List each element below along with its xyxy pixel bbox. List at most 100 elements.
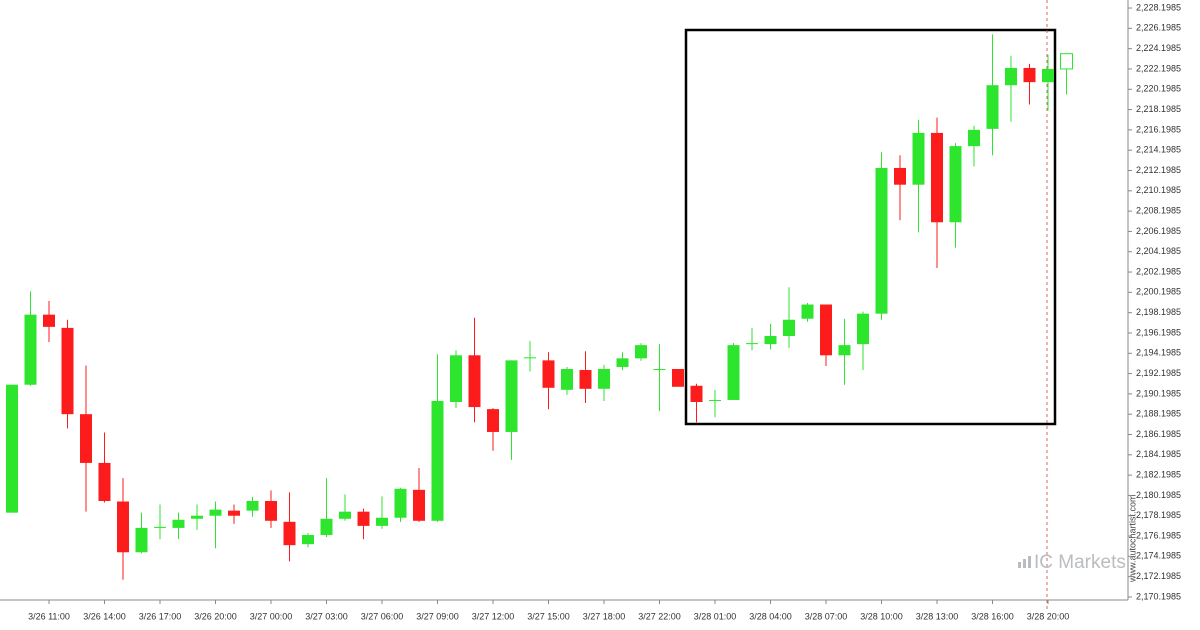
candle-body bbox=[949, 146, 962, 223]
candle-body bbox=[746, 343, 758, 345]
candle-body bbox=[1005, 67, 1017, 86]
y-tick-label: 2,176.1985 bbox=[1136, 530, 1181, 540]
candle-body bbox=[61, 327, 74, 415]
candle-body bbox=[246, 500, 259, 511]
candle-body bbox=[394, 488, 407, 518]
candle-body bbox=[154, 526, 166, 528]
y-tick-label: 2,184.1985 bbox=[1136, 449, 1181, 459]
y-tick-label: 2,216.1985 bbox=[1136, 124, 1181, 134]
candle-body bbox=[468, 355, 481, 408]
x-tick-label: 3/26 17:00 bbox=[139, 611, 182, 621]
y-tick-label: 2,196.1985 bbox=[1136, 327, 1181, 337]
candle-body bbox=[672, 368, 684, 387]
candle-body bbox=[635, 345, 647, 359]
candle-body bbox=[653, 368, 666, 371]
x-tick-label: 3/28 10:00 bbox=[860, 611, 903, 621]
candle-body bbox=[764, 335, 777, 345]
x-tick-label: 3/27 18:00 bbox=[583, 611, 626, 621]
candle-body bbox=[857, 313, 869, 345]
candle-body bbox=[172, 519, 185, 528]
candle-body bbox=[820, 304, 832, 356]
candle-body bbox=[690, 385, 703, 402]
candle-body bbox=[931, 132, 943, 223]
y-tick-label: 2,208.1985 bbox=[1136, 205, 1181, 215]
y-tick-label: 2,206.1985 bbox=[1136, 226, 1181, 236]
x-tick-label: 3/27 15:00 bbox=[527, 611, 570, 621]
candle-body bbox=[542, 360, 555, 388]
candle-body bbox=[320, 518, 333, 536]
y-tick-label: 2,224.1985 bbox=[1136, 43, 1181, 53]
x-tick-label: 3/28 16:00 bbox=[971, 611, 1014, 621]
y-tick-label: 2,190.1985 bbox=[1136, 388, 1181, 398]
x-tick-label: 3/26 14:00 bbox=[83, 611, 126, 621]
candle-body bbox=[191, 515, 203, 519]
y-tick-label: 2,172.1985 bbox=[1136, 571, 1181, 581]
x-tick-label: 3/27 09:00 bbox=[416, 611, 459, 621]
candle-body bbox=[6, 384, 18, 513]
candle-body bbox=[912, 132, 925, 185]
y-tick-label: 2,174.1985 bbox=[1136, 551, 1181, 561]
candle-body bbox=[487, 409, 499, 432]
pattern-box bbox=[684, 28, 1057, 426]
y-tick-label: 2,200.1985 bbox=[1136, 287, 1181, 297]
candle-body bbox=[135, 527, 148, 553]
candle-body bbox=[709, 399, 721, 401]
y-tick-label: 2,220.1985 bbox=[1136, 84, 1181, 94]
candle-body bbox=[894, 167, 906, 185]
candle-body bbox=[524, 357, 536, 359]
y-tick-label: 2,210.1985 bbox=[1136, 185, 1181, 195]
y-tick-label: 2,170.1985 bbox=[1136, 591, 1181, 601]
watermark: IC Markets bbox=[1034, 552, 1126, 573]
x-tick-label: 3/27 22:00 bbox=[638, 611, 681, 621]
x-tick-label: 3/26 20:00 bbox=[194, 611, 237, 621]
candle-body bbox=[265, 500, 277, 521]
candle-body bbox=[413, 489, 425, 521]
candle-body bbox=[727, 345, 740, 400]
candle-body bbox=[431, 400, 444, 521]
y-tick-label: 2,182.1985 bbox=[1136, 469, 1181, 479]
candle-body bbox=[579, 370, 592, 389]
x-tick-label: 3/28 01:00 bbox=[694, 611, 737, 621]
x-tick-label: 3/27 06:00 bbox=[361, 611, 404, 621]
candle-body bbox=[117, 501, 129, 553]
candle-body bbox=[875, 167, 888, 314]
logo-icon bbox=[1018, 556, 1031, 568]
y-tick-label: 2,228.1985 bbox=[1136, 2, 1181, 12]
candle-body bbox=[376, 517, 388, 526]
y-tick-label: 2,178.1985 bbox=[1136, 510, 1181, 520]
y-tick-label: 2,188.1985 bbox=[1136, 409, 1181, 419]
candle-body bbox=[80, 414, 92, 463]
x-tick-label: 3/28 04:00 bbox=[749, 611, 792, 621]
candle-body bbox=[1023, 67, 1036, 83]
y-tick-label: 2,202.1985 bbox=[1136, 266, 1181, 276]
candle-body bbox=[357, 511, 370, 526]
x-tick-label: 3/27 00:00 bbox=[250, 611, 293, 621]
candle-body bbox=[598, 368, 610, 389]
candle-body bbox=[43, 314, 55, 327]
candle-body bbox=[505, 360, 518, 432]
candle-body bbox=[339, 511, 351, 519]
y-tick-label: 2,212.1985 bbox=[1136, 165, 1181, 175]
y-tick-label: 2,222.1985 bbox=[1136, 63, 1181, 73]
y-tick-label: 2,204.1985 bbox=[1136, 246, 1181, 256]
x-tick-label: 3/26 11:00 bbox=[28, 611, 70, 621]
candle-body bbox=[801, 304, 814, 319]
source: www.autochartist.com bbox=[1127, 494, 1137, 583]
y-tick-label: 2,218.1985 bbox=[1136, 104, 1181, 114]
candle-body bbox=[209, 509, 222, 516]
candle-body bbox=[1060, 53, 1073, 70]
y-tick-label: 2,186.1985 bbox=[1136, 429, 1181, 439]
candle-body bbox=[450, 355, 462, 402]
x-tick-label: 3/27 12:00 bbox=[472, 611, 515, 621]
x-tick-label: 3/27 03:00 bbox=[305, 611, 348, 621]
candle-body bbox=[968, 129, 980, 147]
x-tick-label: 3/28 07:00 bbox=[805, 611, 848, 621]
candle-body bbox=[98, 462, 111, 501]
candle-body bbox=[1042, 68, 1054, 83]
candle-body bbox=[283, 521, 296, 546]
candle-body bbox=[24, 314, 37, 385]
candle-body bbox=[986, 85, 999, 129]
y-tick-label: 2,226.1985 bbox=[1136, 23, 1181, 33]
